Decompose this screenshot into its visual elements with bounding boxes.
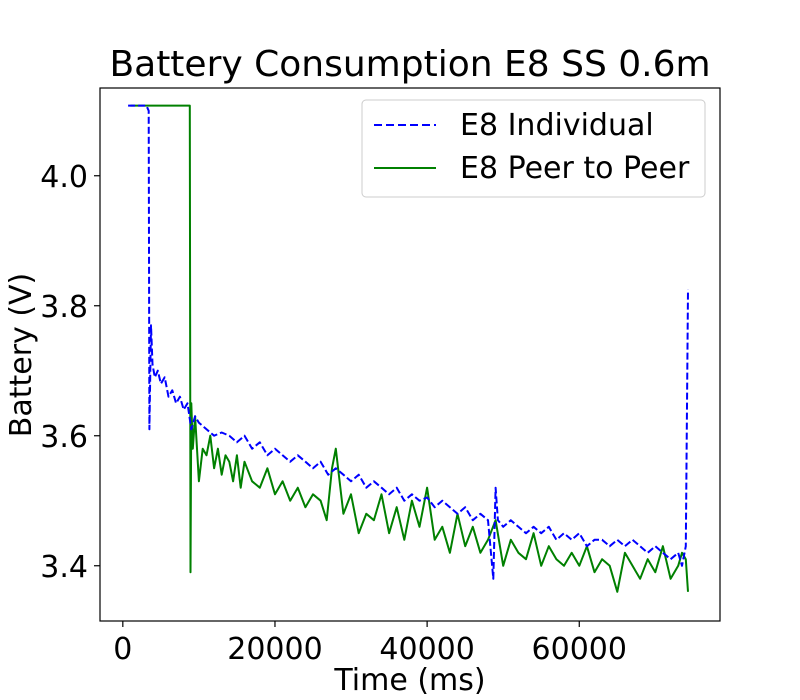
x-axis-ticks: 0 20000 40000 60000 — [113, 621, 627, 667]
x-tick-label: 20000 — [227, 632, 322, 667]
y-tick-label: 3.8 — [40, 290, 88, 325]
y-tick-label: 4.0 — [40, 160, 88, 195]
x-tick-label: 0 — [113, 632, 132, 667]
x-axis-label: Time (ms) — [333, 663, 485, 698]
plot-frame — [99, 87, 721, 622]
y-axis-ticks: 3.4 3.6 3.8 4.0 — [40, 160, 100, 585]
legend-label-individual: E8 Individual — [460, 108, 654, 143]
series-line-e8-peer-to-peer — [130, 104, 689, 593]
legend-box — [361, 99, 706, 198]
y-tick-label: 3.6 — [40, 420, 88, 455]
chart-title: Battery Consumption E8 SS 0.6m — [109, 44, 710, 85]
legend-label-peer: E8 Peer to Peer — [460, 151, 690, 186]
plot-lines — [128, 104, 689, 593]
x-tick-label: 60000 — [532, 632, 627, 667]
legend: E8 Individual E8 Peer to Peer — [361, 99, 706, 198]
series-line-e8-individual — [128, 104, 689, 580]
y-axis-label: Battery (V) — [4, 273, 39, 438]
y-tick-label: 3.4 — [40, 550, 88, 585]
x-tick-label: 40000 — [379, 632, 474, 667]
